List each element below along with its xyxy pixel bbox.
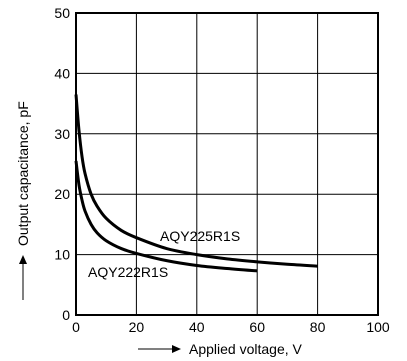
grid-lines xyxy=(76,13,378,315)
y-axis-arrow-head xyxy=(19,255,27,264)
x-tick-label: 100 xyxy=(366,319,390,335)
y-tick-label: 0 xyxy=(62,307,70,323)
y-axis-label: Output capacitance, pF xyxy=(15,101,31,246)
plot-frame xyxy=(75,12,379,316)
x-axis-label: Applied voltage, V xyxy=(189,341,303,357)
x-tick-label: 20 xyxy=(129,319,145,335)
series-annotations: AQY225R1S AQY222R1S xyxy=(88,228,240,280)
y-tick-label: 40 xyxy=(54,65,70,81)
x-tick-label: 0 xyxy=(72,319,80,335)
x-tick-label: 40 xyxy=(189,319,205,335)
y-tick-label: 20 xyxy=(54,186,70,202)
x-tick-label: 80 xyxy=(310,319,326,335)
y-tick-label: 30 xyxy=(54,126,70,142)
series-line-0 xyxy=(74,94,318,268)
tick-labels: 0 20 40 60 80 100 0 10 20 30 40 50 xyxy=(54,5,389,335)
x-axis-title: Applied voltage, V xyxy=(138,341,303,357)
series-label-1: AQY222R1S xyxy=(88,264,168,280)
series-line-1 xyxy=(74,160,258,273)
x-tick-label: 60 xyxy=(249,319,265,335)
series-label-0: AQY225R1S xyxy=(160,228,240,244)
series-lines xyxy=(74,94,318,273)
y-tick-label: 50 xyxy=(54,5,70,21)
y-axis-title: Output capacitance, pF xyxy=(15,101,31,300)
plot-area xyxy=(76,13,378,315)
x-axis-arrow-head xyxy=(172,345,181,353)
y-tick-label: 10 xyxy=(54,247,70,263)
